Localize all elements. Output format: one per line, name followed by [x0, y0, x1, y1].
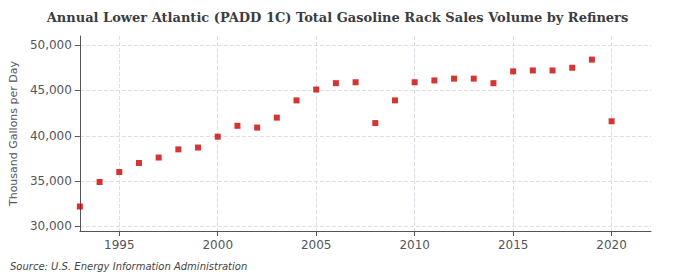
svg-text:Source: U.S. Energy Informatio: Source: U.S. Energy Information Administ…	[10, 261, 247, 272]
svg-text:2005: 2005	[301, 238, 332, 252]
svg-text:35,000: 35,000	[30, 174, 72, 188]
svg-text:40,000: 40,000	[30, 129, 72, 143]
svg-text:Annual Lower Atlantic (PADD 1C: Annual Lower Atlantic (PADD 1C) Total Ga…	[46, 10, 629, 25]
svg-text:1995: 1995	[104, 238, 135, 252]
svg-text:45,000: 45,000	[30, 83, 72, 97]
svg-text:50,000: 50,000	[30, 38, 72, 52]
svg-text:2020: 2020	[596, 238, 627, 252]
svg-text:Thousand Gallons per Day: Thousand Gallons per Day	[7, 60, 20, 207]
svg-text:2015: 2015	[498, 238, 529, 252]
svg-text:2000: 2000	[202, 238, 233, 252]
svg-text:30,000: 30,000	[30, 219, 72, 233]
svg-text:2010: 2010	[399, 238, 430, 252]
